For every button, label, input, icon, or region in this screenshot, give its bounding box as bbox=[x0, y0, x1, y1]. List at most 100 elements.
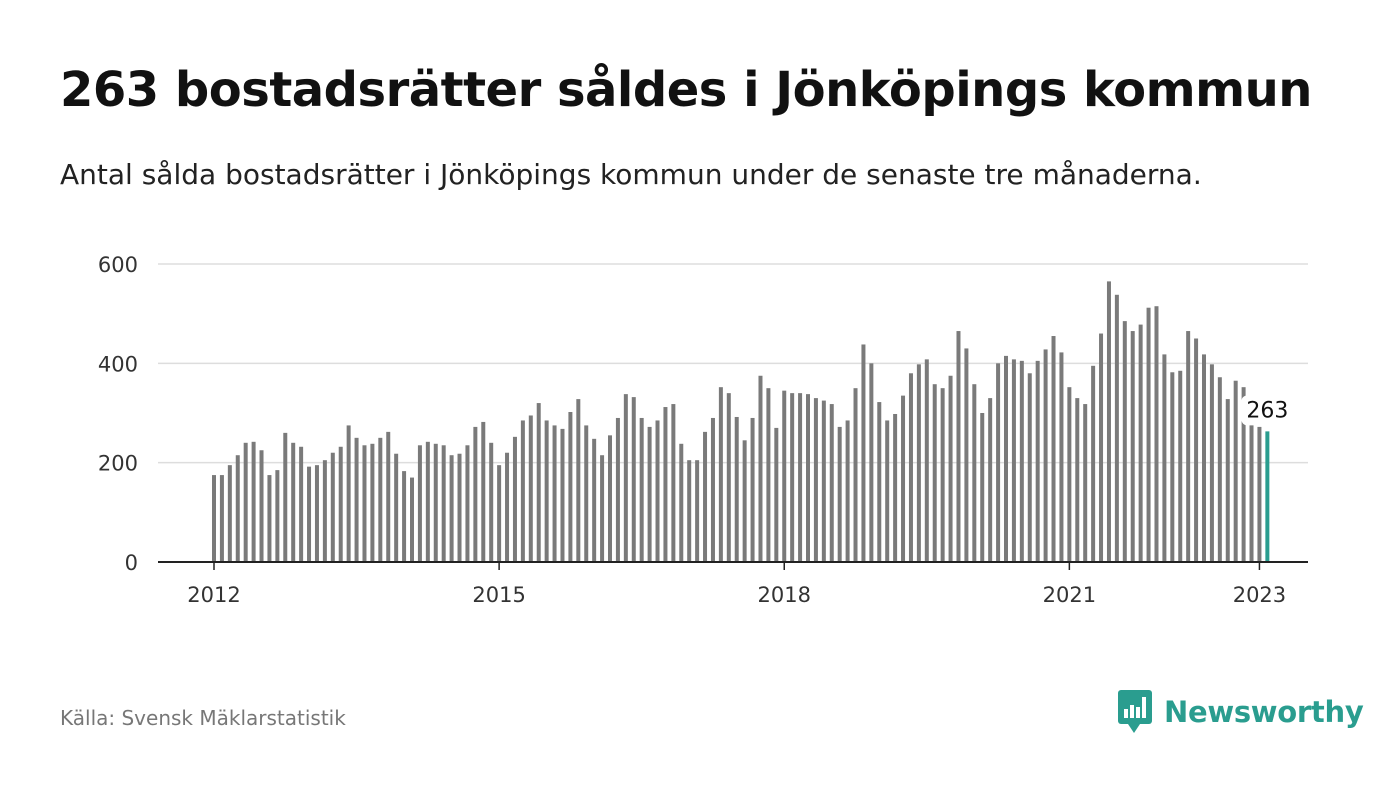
bar bbox=[671, 404, 676, 562]
bar bbox=[536, 403, 541, 562]
bar bbox=[275, 470, 280, 562]
bar bbox=[600, 455, 605, 562]
bar bbox=[425, 441, 430, 562]
bar bbox=[1114, 294, 1119, 562]
grid-layer bbox=[158, 263, 1308, 464]
bar bbox=[1004, 355, 1008, 562]
bar bbox=[710, 417, 715, 562]
bar bbox=[528, 415, 533, 562]
bar bbox=[1099, 333, 1104, 562]
bar bbox=[1209, 364, 1214, 562]
bar bbox=[798, 393, 803, 562]
bar bbox=[489, 442, 494, 562]
bar bbox=[307, 466, 312, 562]
bar bbox=[346, 425, 351, 562]
bar bbox=[330, 452, 335, 562]
source-note: Källa: Svensk Mäklarstatistik bbox=[60, 706, 346, 730]
bar bbox=[1122, 321, 1127, 562]
bar bbox=[734, 416, 739, 562]
bar bbox=[1106, 281, 1111, 562]
bar bbox=[1146, 307, 1151, 562]
bar bbox=[1035, 360, 1040, 562]
bar bbox=[758, 375, 763, 562]
bar bbox=[417, 445, 422, 562]
bar bbox=[592, 438, 597, 562]
bar bbox=[964, 348, 969, 562]
y-tick-label: 0 bbox=[125, 551, 138, 575]
bar bbox=[893, 413, 898, 562]
bar bbox=[338, 446, 343, 562]
page-subtitle: Antal sålda bostadsrätter i Jönköpings k… bbox=[60, 158, 1202, 191]
bar bbox=[647, 426, 652, 562]
bar bbox=[1186, 331, 1191, 562]
bar bbox=[988, 398, 993, 562]
bar bbox=[695, 460, 700, 562]
page-title: 263 bostadsrätter såldes i Jönköpings ko… bbox=[60, 62, 1312, 118]
bar bbox=[703, 431, 708, 562]
bar bbox=[235, 455, 240, 562]
bar bbox=[402, 471, 407, 562]
bar bbox=[623, 394, 628, 562]
bar bbox=[996, 363, 1001, 562]
bar bbox=[1194, 338, 1199, 562]
bar bbox=[1019, 360, 1024, 562]
bar bbox=[782, 390, 787, 562]
bar bbox=[1059, 352, 1064, 562]
bar bbox=[299, 446, 304, 562]
bar bbox=[608, 435, 612, 562]
bar bbox=[766, 388, 771, 562]
bar bbox=[1257, 426, 1262, 562]
bar bbox=[457, 453, 462, 562]
bar bbox=[1083, 404, 1088, 562]
bar bbox=[394, 453, 399, 562]
bar bbox=[576, 399, 581, 562]
bar bbox=[465, 445, 470, 562]
newsworthy-logo[interactable]: Newsworthy bbox=[1118, 690, 1364, 734]
bar bbox=[750, 417, 755, 562]
bar bbox=[1027, 373, 1032, 562]
bar bbox=[505, 452, 510, 562]
bar bbox=[837, 426, 842, 562]
bar bbox=[806, 394, 810, 562]
bar bbox=[663, 407, 668, 562]
bar bbox=[1233, 380, 1238, 562]
bar bbox=[433, 443, 438, 562]
bar bbox=[726, 393, 731, 562]
bar bbox=[718, 387, 723, 562]
bar bbox=[520, 420, 525, 562]
bar bbox=[908, 373, 913, 562]
bar bbox=[853, 388, 858, 562]
x-tick-label: 2012 bbox=[187, 583, 240, 607]
value-label: 263 bbox=[1246, 398, 1288, 423]
bar bbox=[639, 417, 644, 562]
bar bbox=[885, 420, 890, 562]
newsworthy-logo-text: Newsworthy bbox=[1164, 695, 1364, 729]
bar bbox=[940, 388, 945, 562]
bar bbox=[267, 475, 272, 562]
bar bbox=[370, 443, 375, 562]
bar bbox=[449, 455, 454, 562]
bar bbox=[1178, 370, 1183, 562]
bar bbox=[679, 443, 684, 562]
bar bbox=[1075, 398, 1080, 562]
bar bbox=[441, 445, 446, 562]
bar bbox=[314, 465, 319, 562]
value-label-bg bbox=[1241, 395, 1292, 426]
bar bbox=[291, 442, 296, 562]
bar-highlight bbox=[1265, 431, 1270, 562]
x-tick-label: 2015 bbox=[472, 583, 525, 607]
y-tick-label: 600 bbox=[98, 253, 138, 277]
bar bbox=[512, 436, 517, 562]
bar bbox=[251, 441, 256, 562]
bar bbox=[219, 475, 224, 562]
bar bbox=[901, 395, 906, 562]
bar bbox=[916, 364, 921, 562]
bars-layer bbox=[212, 281, 1270, 562]
bar bbox=[378, 437, 383, 562]
bar bbox=[972, 384, 977, 562]
bar bbox=[1043, 349, 1048, 562]
bar bbox=[687, 460, 692, 562]
bar bbox=[980, 413, 985, 562]
y-tick-label: 200 bbox=[98, 452, 138, 476]
